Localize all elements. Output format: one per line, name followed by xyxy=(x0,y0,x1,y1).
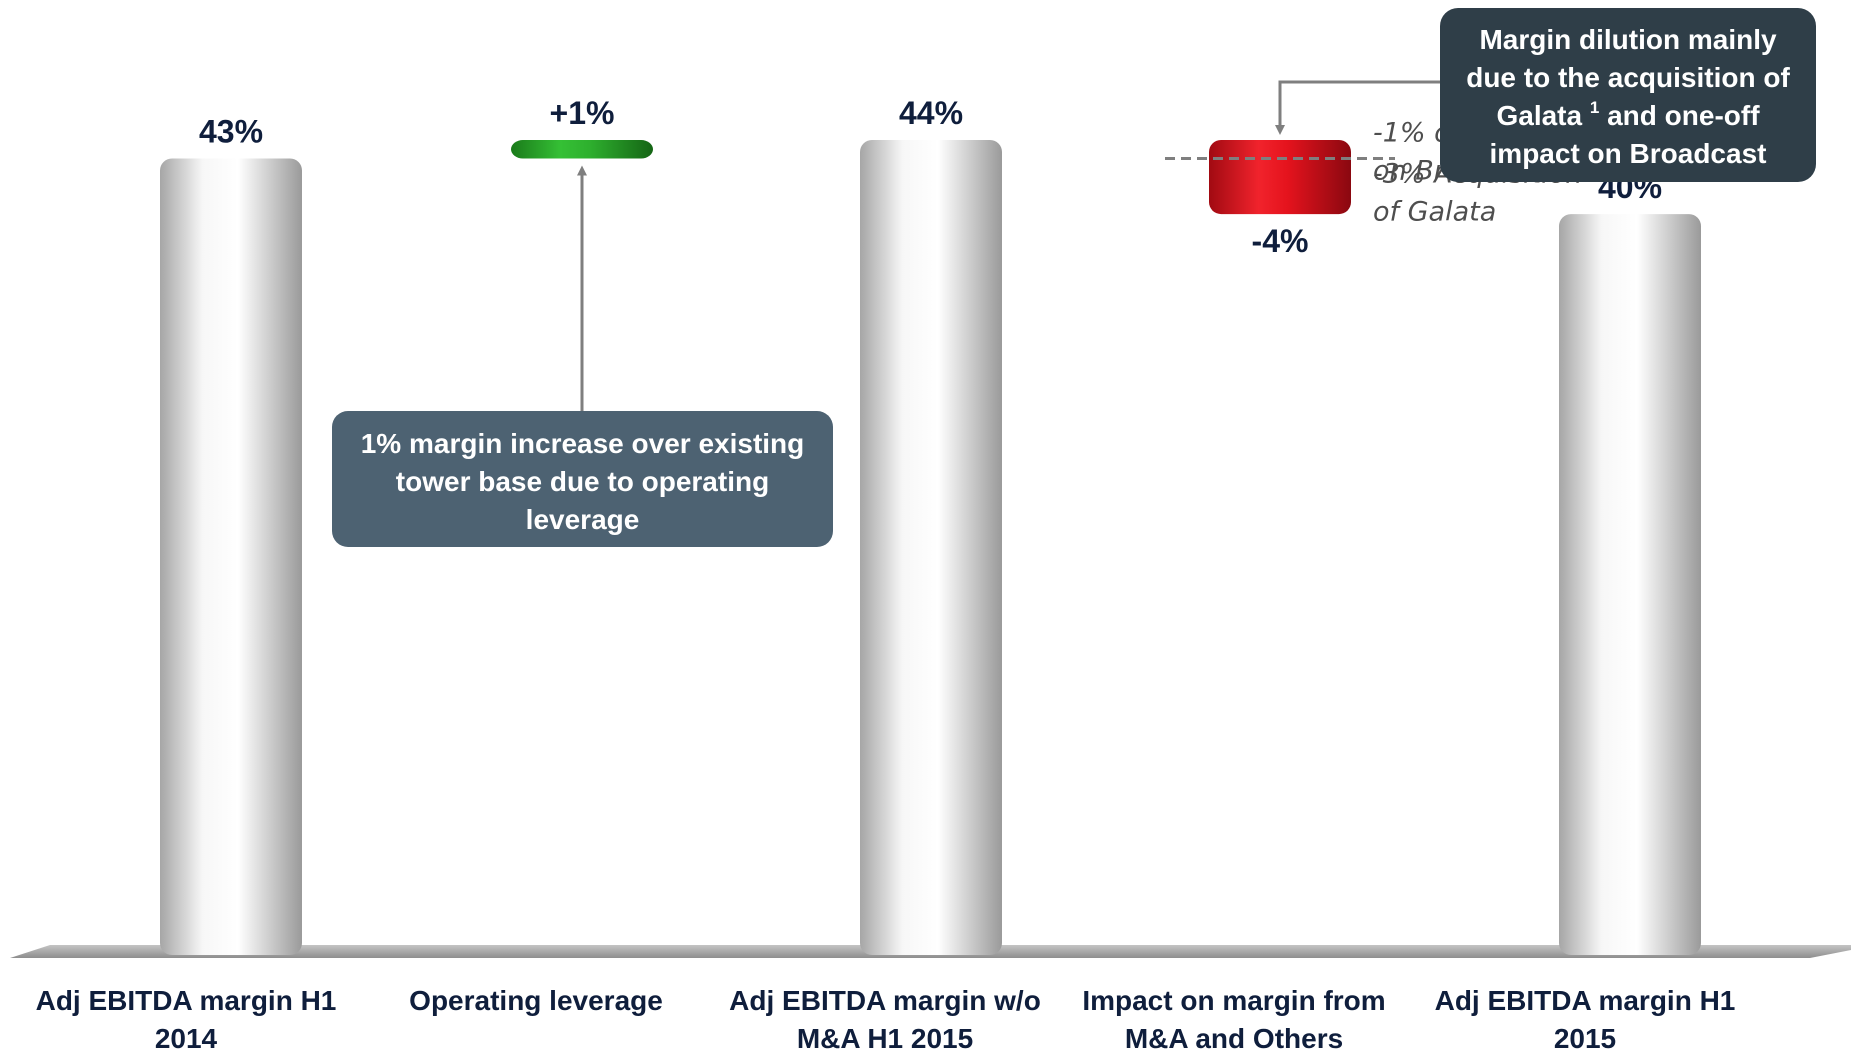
bar-5 xyxy=(1559,214,1701,955)
bar-1 xyxy=(160,158,302,956)
value-label-1: 43% xyxy=(199,114,263,150)
category-label-2: Operating leverage xyxy=(409,985,663,1016)
category-label-5: Adj EBITDA margin H1 2015 xyxy=(1435,985,1736,1054)
category-label-3: Adj EBITDA margin w/o M&A H1 2015 xyxy=(729,985,1041,1054)
category-label-4: Impact on margin from M&A and Others xyxy=(1082,985,1385,1054)
bar-4 xyxy=(1209,140,1351,215)
callout-increase-text: 1% margin increase over existing tower ba… xyxy=(361,428,805,535)
callout-decrease-text: Margin dilution mainly due to the acquisi… xyxy=(1466,24,1790,169)
category-label-1: Adj EBITDA margin H1 2014 xyxy=(36,985,337,1054)
bar-3 xyxy=(860,140,1002,955)
callout-increase-box xyxy=(332,411,833,547)
callout-decrease-arrow xyxy=(1275,80,1440,135)
value-label-3: 44% xyxy=(899,95,963,131)
callout-decrease-box xyxy=(1440,8,1816,182)
value-label-2: +1% xyxy=(550,95,615,131)
value-label-4: -4% xyxy=(1252,223,1309,259)
bar-2 xyxy=(511,140,653,159)
